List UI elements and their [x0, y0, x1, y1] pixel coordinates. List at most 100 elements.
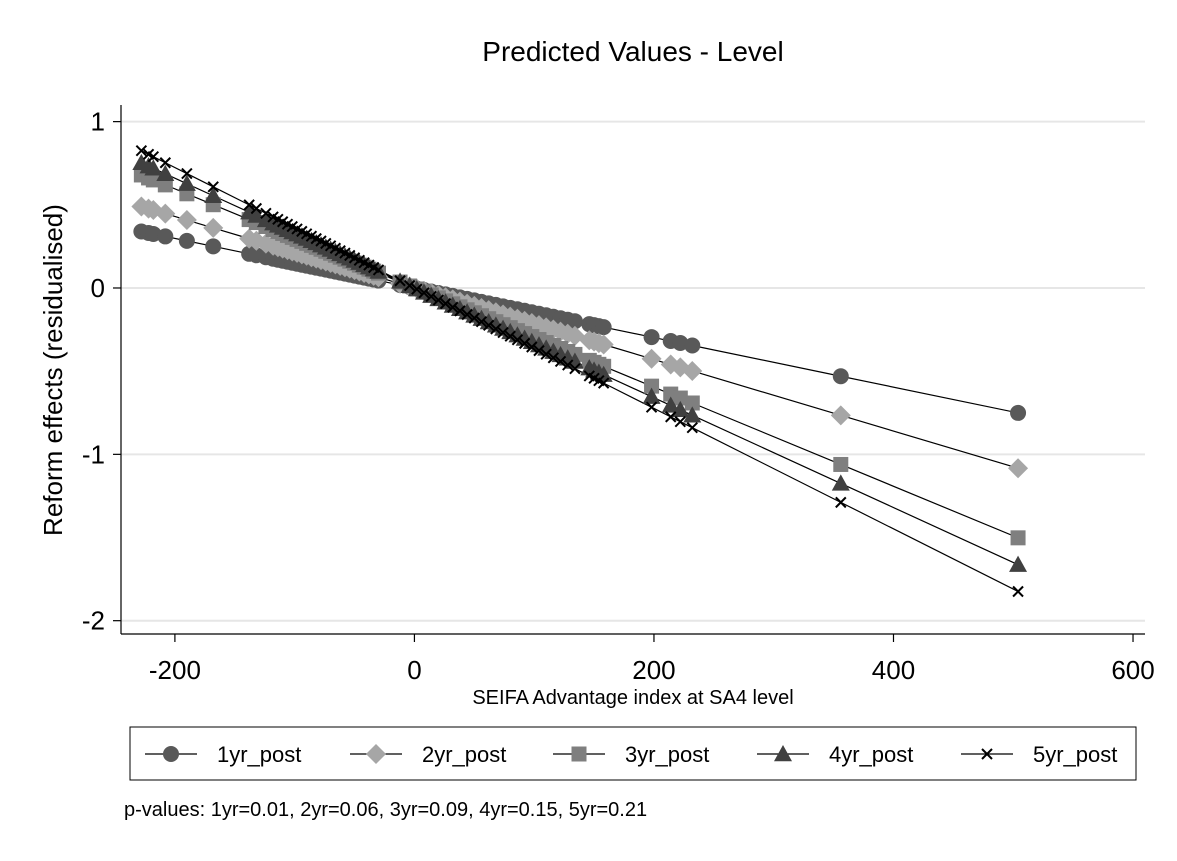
- data-point-5yr_post: [432, 294, 445, 306]
- data-point-4yr_post: [661, 396, 680, 413]
- data-point-5yr_post: [475, 316, 488, 328]
- p-values-note: p-values: 1yr=0.01, 2yr=0.06, 3yr=0.09, …: [124, 799, 647, 821]
- data-point-2yr_post: [203, 217, 224, 238]
- data-point-5yr_post: [135, 144, 148, 157]
- x-tick-label: -200: [149, 655, 201, 685]
- data-point-5yr_post: [526, 341, 538, 353]
- data-point-4yr_post: [144, 159, 163, 176]
- data-point-5yr_post: [250, 202, 263, 215]
- data-point-5yr_post: [597, 377, 610, 389]
- data-point-5yr_post: [454, 305, 466, 317]
- data-point-3yr_post: [684, 395, 700, 411]
- data-point-4yr_post: [642, 387, 661, 404]
- x-tick-label: 200: [632, 655, 675, 685]
- data-point-5yr_post: [159, 157, 172, 169]
- y-tick-label: -1: [82, 439, 105, 469]
- x-axis-label: SEIFA Advantage index at SA4 level: [472, 687, 793, 709]
- data-point-2yr_post: [564, 325, 585, 346]
- data-point-5yr_post: [569, 362, 581, 375]
- data-point-5yr_post: [468, 312, 481, 324]
- data-point-5yr_post: [181, 167, 193, 180]
- data-point-5yr_post: [540, 348, 552, 360]
- data-point-5yr_post: [645, 401, 658, 413]
- data-point-1yr_post: [566, 313, 583, 330]
- data-point-2yr_post: [1008, 458, 1029, 479]
- data-point-5yr_post: [518, 337, 531, 350]
- data-point-5yr_post: [511, 334, 524, 346]
- axes: 1 0 -1 -2 -200 0 200 400 600: [82, 105, 1155, 685]
- legend-marker-1yr_post: [163, 746, 179, 762]
- data-point-5yr_post: [411, 283, 423, 295]
- x-tick-label: 600: [1111, 655, 1154, 685]
- data-point-4yr_post: [177, 174, 196, 191]
- data-point-5yr_post: [260, 207, 272, 220]
- data-point-3yr_post: [1010, 530, 1026, 546]
- data-point-3yr_post: [644, 378, 660, 394]
- data-point-3yr_post: [672, 390, 688, 406]
- data-point-5yr_post: [372, 264, 385, 276]
- data-point-4yr_post: [831, 474, 850, 491]
- grid-lines: [121, 120, 1145, 622]
- data-point-2yr_post: [593, 334, 614, 355]
- data-point-2yr_post: [682, 360, 703, 381]
- data-point-2yr_post: [641, 348, 662, 369]
- data-point-5yr_post: [447, 301, 459, 313]
- data-point-4yr_post: [247, 206, 266, 223]
- data-point-1yr_post: [643, 329, 660, 346]
- data-point-1yr_post: [145, 225, 162, 242]
- data-point-2yr_post: [176, 210, 197, 231]
- data-point-5yr_post: [533, 344, 545, 357]
- data-point-5yr_post: [207, 181, 219, 193]
- data-point-4yr_post: [156, 164, 175, 182]
- data-point-1yr_post: [832, 368, 849, 385]
- data-point-5yr_post: [497, 326, 509, 339]
- y-tick-label: 1: [91, 107, 105, 137]
- data-point-5yr_post: [665, 411, 677, 423]
- legend-marker-2yr_post: [366, 744, 386, 764]
- data-point-1yr_post: [178, 232, 195, 249]
- data-point-4yr_post: [1009, 555, 1028, 572]
- y-tick-label: -2: [82, 606, 105, 636]
- data-point-2yr_post: [830, 405, 851, 426]
- data-point-5yr_post: [394, 275, 406, 287]
- data-point-1yr_post: [672, 335, 689, 352]
- data-point-5yr_post: [1012, 585, 1024, 598]
- data-point-4yr_post: [204, 186, 223, 203]
- data-point-5yr_post: [439, 297, 452, 310]
- data-point-5yr_post: [562, 359, 574, 371]
- data-point-1yr_post: [684, 337, 701, 354]
- legend-marker-3yr_post: [571, 746, 587, 762]
- data-point-5yr_post: [482, 319, 495, 332]
- data-point-1yr_post: [205, 238, 222, 255]
- data-point-5yr_post: [418, 287, 430, 299]
- legend-label-1yr_post: 1yr_post: [217, 742, 301, 767]
- legend-marker-5yr_post: [981, 748, 993, 760]
- data-point-2yr_post: [155, 203, 176, 224]
- series-points-5yr_post: [135, 144, 1024, 598]
- data-point-5yr_post: [490, 323, 502, 335]
- data-point-3yr_post: [157, 177, 173, 193]
- data-point-5yr_post: [147, 151, 160, 163]
- y-tick-label: 0: [91, 273, 105, 303]
- data-point-1yr_post: [157, 228, 174, 245]
- data-point-5yr_post: [547, 352, 560, 364]
- legend-label-3yr_post: 3yr_post: [625, 742, 709, 767]
- data-point-1yr_post: [595, 319, 612, 336]
- data-point-5yr_post: [425, 290, 437, 303]
- chart-title: Predicted Values - Level: [482, 36, 783, 67]
- x-tick-label: 0: [407, 655, 421, 685]
- x-tick-label: 400: [872, 655, 915, 685]
- data-point-5yr_post: [835, 496, 847, 509]
- data-point-5yr_post: [686, 421, 698, 434]
- legend: 1yr_post 2yr_post 3yr_post 4yr_post 5yr_post: [129, 726, 1137, 781]
- data-point-3yr_post: [145, 172, 161, 188]
- legend-label-4yr_post: 4yr_post: [829, 742, 913, 767]
- data-point-1yr_post: [1010, 404, 1027, 421]
- data-point-5yr_post: [554, 355, 567, 368]
- data-point-5yr_post: [461, 308, 473, 321]
- data-point-5yr_post: [403, 279, 416, 292]
- series-group: [131, 144, 1029, 598]
- data-point-3yr_post: [833, 456, 849, 472]
- data-point-5yr_post: [504, 330, 516, 342]
